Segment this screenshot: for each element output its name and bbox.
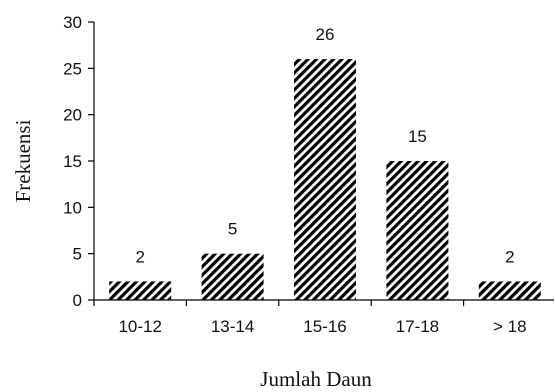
bar-5	[478, 281, 541, 300]
bars-group	[109, 59, 541, 300]
x-axis-title: Jumlah Daun	[260, 367, 372, 391]
data-label-2: 5	[228, 220, 237, 239]
x-tick-label: 15-16	[303, 317, 346, 336]
data-label-4: 15	[408, 127, 427, 146]
y-tick-label: 30	[63, 13, 82, 32]
y-tick-label: 25	[63, 59, 82, 78]
y-tick-label: 20	[63, 106, 82, 125]
y-tick-label: 15	[63, 152, 82, 171]
x-tick-label: 13-14	[211, 317, 254, 336]
x-tick-label: 10-12	[118, 317, 161, 336]
data-label-3: 26	[316, 25, 335, 44]
y-axis-ticks: 0 5 10 15 20 25 30	[63, 13, 94, 310]
data-labels-group: 2 5 26 15 2	[135, 25, 514, 266]
y-axis-title: Frekuensi	[11, 119, 35, 202]
bar-2	[201, 253, 264, 300]
x-tick-label: > 18	[493, 317, 527, 336]
bar-1	[109, 281, 172, 300]
y-tick-label: 10	[63, 198, 82, 217]
x-tick-label: 17-18	[396, 317, 439, 336]
y-tick-label: 0	[73, 291, 82, 310]
x-axis-ticks: 10-12 13-14 15-16 17-18 > 18	[93, 300, 527, 336]
bar-4	[386, 161, 449, 300]
y-tick-label: 5	[73, 245, 82, 264]
data-label-1: 2	[135, 247, 144, 266]
bar-3	[294, 59, 356, 300]
data-label-5: 2	[505, 247, 514, 266]
